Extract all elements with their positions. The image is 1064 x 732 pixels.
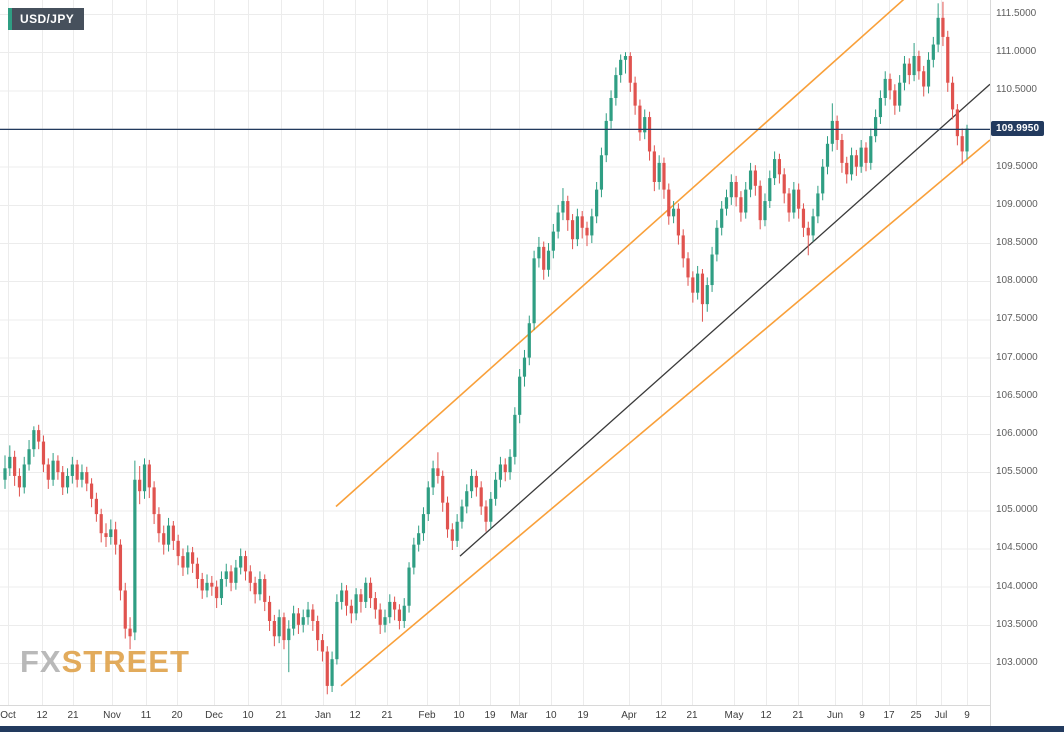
price-axis-label: 104.5000 [996,542,1038,554]
time-axis-label: 12 [349,710,361,721]
time-axis-label: 10 [545,710,557,721]
time-axis-label: Jan [314,710,332,721]
current-price-badge: 109.9950 [991,120,1045,136]
time-axis-label: 19 [577,710,589,721]
price-axis-label: 107.0000 [996,351,1038,363]
price-axis-label: 105.5000 [996,466,1038,478]
price-axis-label: 103.0000 [996,657,1038,668]
time-axis-label: 9 [859,710,865,721]
channel-lower-orange [340,139,990,687]
price-axis-label: 105.0000 [996,504,1038,516]
time-axis-label: 10 [242,710,254,721]
trendline-black [459,83,990,557]
price-axis-label: 103.5000 [996,618,1038,630]
trendlines[interactable] [335,0,990,687]
bottom-bar [0,726,1064,732]
price-axis-label: 110.5000 [996,84,1037,96]
symbol-badge: USD/JPY [8,8,85,30]
price-axis-label: 108.0000 [996,275,1038,287]
time-axis-label: Jul [934,710,948,721]
time-axis-label: 12 [655,710,667,721]
time-axis-label: Apr [621,710,637,721]
time-axis-label: 9 [964,710,970,721]
time-axis[interactable]: Oct 12 21 Nov 11 20 Dec 10 21 Jan 12 21 Feb 10 19 Mar 10… [0,705,990,726]
time-axis-label: Feb [418,710,436,721]
time-axis-label: 20 [171,710,183,721]
gridlines [0,0,990,705]
price-axis-label: 106.5000 [996,389,1038,401]
fxstreet-logo: FXSTREET [20,644,190,680]
time-axis-label: 21 [381,710,393,721]
price-axis-label: 109.5000 [996,160,1038,172]
time-axis-label: Mar [510,710,528,721]
time-axis-label: Oct [0,710,16,721]
symbol-label: USD/JPY [20,12,75,26]
time-axis-label: 21 [686,710,698,721]
price-axis-label: 104.0000 [996,580,1038,592]
time-axis-label: 19 [484,710,496,721]
candles [3,1,969,695]
price-axis-label: 106.0000 [996,427,1038,439]
price-axis-label: 111.0000 [996,46,1037,58]
price-axis-label: 107.5000 [996,313,1038,325]
time-axis-label: 17 [883,710,895,721]
time-axis-label: 10 [453,710,465,721]
time-axis-label: 12 [760,710,772,721]
candlestick-plot[interactable] [0,0,990,705]
price-axis-label: 109.0000 [996,198,1038,210]
logo-fx: FX [20,644,62,679]
time-axis-label: May [724,710,744,721]
price-axis-label: 111.5000 [996,8,1037,19]
channel-upper-orange [335,0,905,508]
time-axis-label: Dec [205,710,223,721]
price-axis-label: 108.5000 [996,237,1038,249]
time-axis-label: Jun [826,710,844,721]
time-axis-label: 21 [792,710,804,721]
time-axis-label: Nov [103,710,121,721]
time-axis-label: 21 [275,710,287,721]
time-axis-label: 21 [67,710,79,721]
time-axis-label: 12 [36,710,48,721]
time-axis-label: 11 [140,710,152,721]
price-axis[interactable]: 111.5000111.0000110.5000110.0000109.5000… [990,0,1064,726]
logo-street: STREET [61,644,190,679]
time-axis-label: 25 [910,710,922,721]
